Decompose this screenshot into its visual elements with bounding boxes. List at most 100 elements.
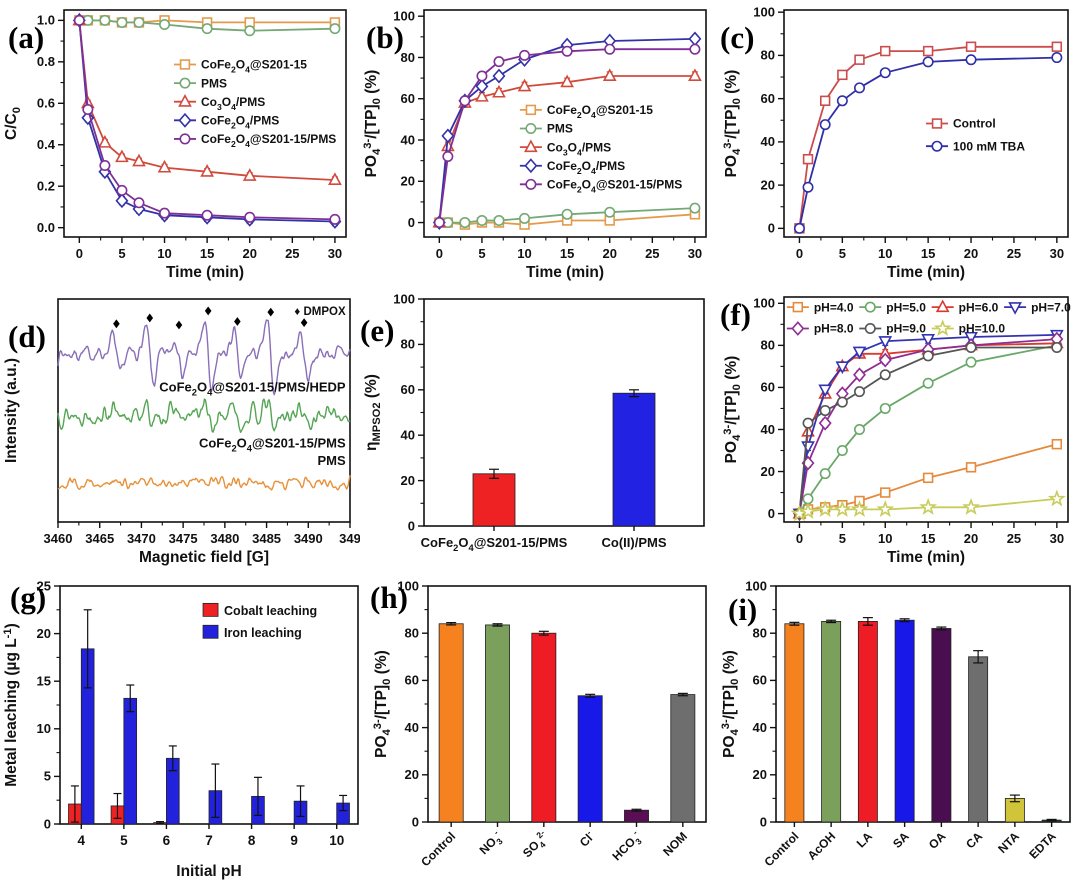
panel-tag-b: (b) <box>366 20 404 55</box>
svg-text:NOM: NOM <box>660 829 690 859</box>
svg-text:pH=9.0: pH=9.0 <box>886 322 926 336</box>
svg-text:15: 15 <box>921 531 935 546</box>
svg-text:3490: 3490 <box>294 531 323 546</box>
panel-d: (d) 3460 3465 3470 3475 3480 3485 3490 349 Magne… <box>0 285 360 570</box>
panel-tag-g: (g) <box>10 580 47 615</box>
svg-text:60: 60 <box>753 673 767 688</box>
svg-text:Co3O4/PMS: Co3O4/PMS <box>201 95 265 112</box>
svg-text:80: 80 <box>401 337 415 352</box>
svg-text:PMS: PMS <box>547 122 573 136</box>
svg-text:1.0: 1.0 <box>37 13 55 28</box>
svg-text:Time (min): Time (min) <box>887 549 965 566</box>
panel-h: (h) 0 20 40 60 80 100 PO43-/[TP]0 (%) Control NO… <box>370 570 718 884</box>
svg-text:0.6: 0.6 <box>37 96 55 111</box>
svg-text:4: 4 <box>78 833 86 848</box>
svg-text:0: 0 <box>760 814 767 829</box>
svg-text:CoFe2O4@S201-15/PMS: CoFe2O4@S201-15/PMS <box>199 435 346 453</box>
svg-text:20: 20 <box>37 626 51 641</box>
svg-text:80: 80 <box>761 338 775 353</box>
svg-text:SA: SA <box>890 829 912 851</box>
svg-text:HCO3-: HCO3- <box>608 828 646 866</box>
svg-text:60: 60 <box>405 673 419 688</box>
panel-f: (f) 0 20 40 60 80 100 0 5 10 15 20 25 30 Time (min) PO… <box>720 285 1082 570</box>
svg-text:25: 25 <box>1007 246 1021 261</box>
svg-text:3475: 3475 <box>169 531 198 546</box>
svg-text:20: 20 <box>761 177 775 192</box>
svg-text:Co(II)/PMS: Co(II)/PMS <box>602 535 667 550</box>
svg-text:0.8: 0.8 <box>37 54 55 69</box>
svg-text:0.0: 0.0 <box>37 220 55 235</box>
svg-text:10: 10 <box>878 246 892 261</box>
svg-text:80: 80 <box>761 48 775 63</box>
svg-text:C/C0: C/C0 <box>3 107 23 140</box>
panel-e: (e) 0 20 40 60 80 100 ηMPSO2 (%) CoFe2O4@S201-1… <box>360 285 720 570</box>
svg-text:20: 20 <box>761 464 775 479</box>
svg-text:5: 5 <box>120 833 128 848</box>
svg-text:CoFe2O4@S201-15: CoFe2O4@S201-15 <box>547 103 653 120</box>
panel-tag-d: (d) <box>8 319 46 354</box>
svg-text:60: 60 <box>401 382 415 397</box>
svg-text:8: 8 <box>248 833 256 848</box>
svg-text:3470: 3470 <box>127 531 156 546</box>
svg-text:100: 100 <box>753 4 775 19</box>
svg-text:0: 0 <box>408 518 415 533</box>
svg-text:0: 0 <box>412 814 419 829</box>
svg-text:pH=6.0: pH=6.0 <box>959 300 999 314</box>
svg-text:SO42-: SO42- <box>519 828 554 863</box>
svg-text:0.4: 0.4 <box>37 137 56 152</box>
svg-text:0: 0 <box>408 215 415 230</box>
svg-text:PO43-/[TP]0 (%): PO43-/[TP]0 (%) <box>362 70 383 178</box>
svg-text:LA: LA <box>854 829 875 850</box>
chart-e: 0 20 40 60 80 100 ηMPSO2 (%) CoFe2O4@S201-15/PM… <box>363 291 705 553</box>
svg-text:5: 5 <box>44 769 51 784</box>
svg-text:40: 40 <box>405 720 419 735</box>
chart-d: 3460 3465 3470 3475 3480 3485 3490 349 Magnetic … <box>3 298 360 566</box>
chart-b: 0 20 40 60 80 100 0 5 10 15 20 25 30 Time (min) PO43-/… <box>362 8 707 281</box>
svg-text:349: 349 <box>339 531 360 546</box>
svg-text:3480: 3480 <box>210 531 239 546</box>
svg-text:EDTA: EDTA <box>1026 829 1059 862</box>
svg-text:0: 0 <box>796 531 803 546</box>
svg-text:Time (min): Time (min) <box>526 264 604 281</box>
svg-text:100: 100 <box>745 578 767 593</box>
svg-text:60: 60 <box>761 91 775 106</box>
svg-text:NO3-: NO3- <box>475 828 507 860</box>
svg-text:20: 20 <box>964 531 978 546</box>
svg-text:80: 80 <box>401 50 415 65</box>
svg-text:5: 5 <box>118 246 125 261</box>
svg-text:CoFe2O4/PMS: CoFe2O4/PMS <box>547 159 625 176</box>
svg-text:100: 100 <box>393 8 415 23</box>
chart-c: 0 20 40 60 80 100 0 5 10 15 20 25 30 Time (min) PO43-/… <box>722 4 1069 281</box>
svg-text:ηMPSO2 (%): ηMPSO2 (%) <box>363 374 383 451</box>
svg-text:PO43-/[TP]0 (%): PO43-/[TP]0 (%) <box>720 650 741 758</box>
panel-tag-c: (c) <box>720 20 755 55</box>
svg-text:3465: 3465 <box>85 531 114 546</box>
svg-text:20: 20 <box>602 246 616 261</box>
svg-text:10: 10 <box>157 246 171 261</box>
svg-text:Time (min): Time (min) <box>887 264 965 281</box>
svg-text:0: 0 <box>436 246 443 261</box>
svg-text:5: 5 <box>478 246 485 261</box>
svg-text:Control: Control <box>761 829 801 869</box>
svg-text:6: 6 <box>163 833 171 848</box>
svg-text:10: 10 <box>517 246 531 261</box>
svg-text:20: 20 <box>401 174 415 189</box>
svg-text:CoFe2O4@S201-15/PMS: CoFe2O4@S201-15/PMS <box>421 535 568 553</box>
svg-text:25: 25 <box>37 578 51 593</box>
svg-text:20: 20 <box>242 246 256 261</box>
svg-text:Magnetic field [G]: Magnetic field [G] <box>139 549 269 566</box>
svg-text:100: 100 <box>393 291 415 306</box>
svg-text:Initial pH: Initial pH <box>176 863 241 880</box>
svg-text:pH=4.0: pH=4.0 <box>814 300 854 314</box>
svg-text:30: 30 <box>1050 246 1064 261</box>
svg-text:100: 100 <box>753 296 775 311</box>
chart-h: 0 20 40 60 80 100 PO43-/[TP]0 (%) Control NO3- SO… <box>372 578 707 869</box>
svg-text:CoFe2O4@S201-15/PMS/HEDP: CoFe2O4@S201-15/PMS/HEDP <box>159 380 346 398</box>
svg-text:0: 0 <box>768 221 775 236</box>
svg-text:Control: Control <box>418 829 458 869</box>
svg-text:pH=10.0: pH=10.0 <box>959 322 1006 336</box>
svg-text:9: 9 <box>290 833 298 848</box>
panel-c: (c) 0 20 40 60 80 100 0 5 10 15 20 25 30 Time (min) PO… <box>720 0 1082 285</box>
panel-tag-e: (e) <box>360 313 395 348</box>
svg-text:15: 15 <box>37 674 51 689</box>
